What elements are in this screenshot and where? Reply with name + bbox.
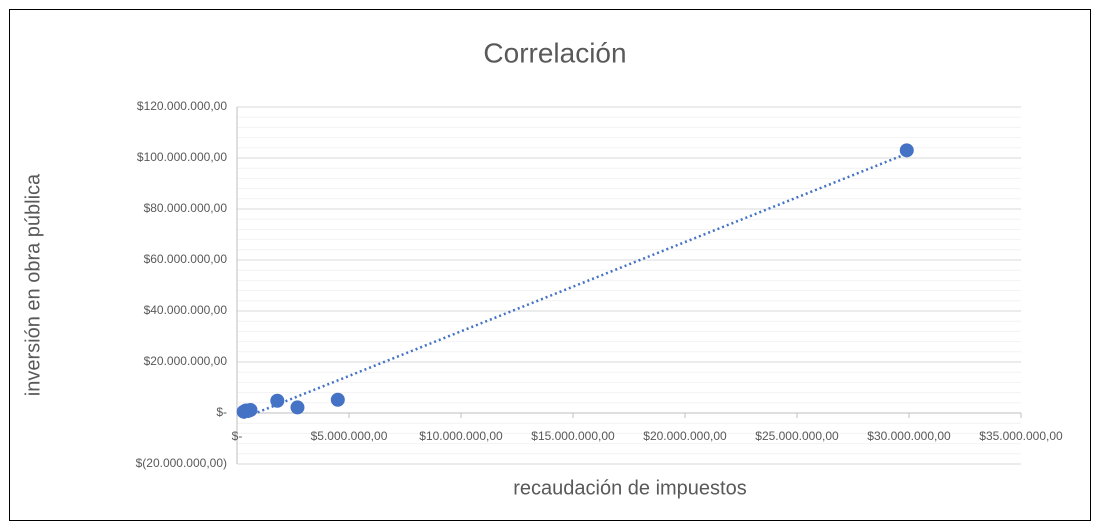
x-tick-label: $20.000.000,00: [643, 429, 727, 443]
x-tick-label: $35.000.000,00: [979, 429, 1063, 443]
y-tick-label: $80.000.000,00: [144, 201, 228, 215]
scatter-point: [899, 143, 914, 158]
y-axis-title: inversión en obra pública: [22, 173, 44, 396]
y-tick-label: $40.000.000,00: [144, 303, 228, 317]
x-tick-label: $30.000.000,00: [867, 429, 951, 443]
y-tick-label: $20.000.000,00: [144, 354, 228, 368]
scatter-point: [243, 402, 258, 417]
x-tick-label: $25.000.000,00: [755, 429, 839, 443]
chart-border: [9, 9, 1091, 521]
y-tick-label: $60.000.000,00: [144, 252, 228, 266]
y-tick-label: $100.000.000,00: [137, 150, 227, 164]
chart-title: Correlación: [483, 37, 626, 68]
x-tick-label: $10.000.000,00: [419, 429, 503, 443]
y-tick-label: $120.000.000,00: [137, 99, 227, 113]
y-tick-label: $-: [216, 405, 227, 419]
scatter-point: [290, 400, 305, 415]
scatter-point: [330, 392, 345, 407]
trendline: [243, 152, 908, 420]
x-tick-label: $-: [232, 429, 243, 443]
x-axis-title: recaudación de impuestos: [513, 477, 746, 499]
x-tick-label: $5.000.000,00: [311, 429, 388, 443]
y-tick-label: $(20.000.000,00): [136, 456, 227, 470]
scatter-point: [270, 393, 285, 408]
x-tick-label: $15.000.000,00: [531, 429, 615, 443]
